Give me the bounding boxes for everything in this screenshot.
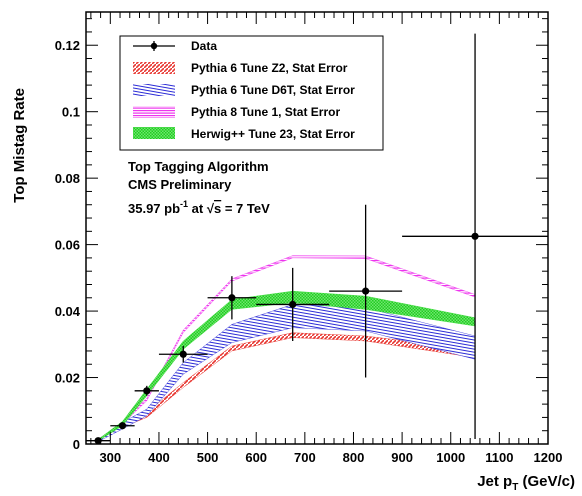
legend-swatch-d6t xyxy=(133,84,175,96)
y-tick-label: 0 xyxy=(73,437,80,452)
y-tick-label: 0.02 xyxy=(55,371,80,386)
legend-label-d6t: Pythia 6 Tune D6T, Stat Error xyxy=(191,83,355,97)
x-tick-label: 300 xyxy=(99,450,121,465)
x-axis-label-sub: T xyxy=(512,482,518,493)
data-marker xyxy=(289,300,297,309)
annotation-line1: Top Tagging Algorithm xyxy=(128,159,269,174)
y-tick-label: 0.04 xyxy=(55,304,81,319)
legend-label-pythia8: Pythia 8 Tune 1, Stat Error xyxy=(191,105,340,119)
y-tick-label: 0.08 xyxy=(55,171,80,186)
legend: Data Pythia 6 Tune Z2, Stat Error Pythia… xyxy=(119,35,384,151)
annotation-lumi-exp: -1 xyxy=(180,199,188,209)
x-tick-label: 800 xyxy=(343,450,365,465)
legend-swatch-herwig xyxy=(133,127,175,139)
legend-swatch-pythia8 xyxy=(133,106,175,118)
data-marker xyxy=(362,287,370,295)
data-point xyxy=(86,437,111,445)
plot-frame xyxy=(85,11,549,445)
data-point xyxy=(158,345,208,363)
y-axis-label: Top Mistag Rate xyxy=(11,88,28,203)
annotation-sqrt-symbol: √ xyxy=(207,201,215,216)
mc-bands xyxy=(97,255,476,443)
x-axis-label: Jet pT (GeV/c) xyxy=(477,473,575,493)
x-tick-label: 900 xyxy=(391,450,413,465)
y-tick-label: 0.12 xyxy=(55,38,80,53)
x-tick-label: 1200 xyxy=(534,450,563,465)
x-axis-label-unit: (GeV/c) xyxy=(518,473,575,490)
x-tick-label: 1000 xyxy=(436,450,465,465)
data-point xyxy=(207,276,257,320)
legend-data-marker xyxy=(150,42,158,50)
data-marker xyxy=(94,437,102,445)
data-marker xyxy=(179,350,187,358)
data-points xyxy=(86,33,548,445)
annotation-energy: = 7 TeV xyxy=(221,201,270,216)
data-marker xyxy=(118,422,127,430)
data-marker xyxy=(471,232,479,240)
data-point xyxy=(256,267,330,341)
annotation-lumi-value: 35.97 pb xyxy=(128,201,180,216)
x-axis-label-main: Jet p xyxy=(477,473,512,490)
axis-ticks xyxy=(86,12,549,445)
x-tick-label: 500 xyxy=(197,450,219,465)
x-tick-label: 1100 xyxy=(485,450,513,465)
data-point xyxy=(134,385,159,396)
legend-label-data: Data xyxy=(191,39,217,53)
annotation: Top Tagging Algorithm CMS Preliminary 35… xyxy=(128,159,270,216)
annotation-lumi-mid: at xyxy=(188,201,207,216)
x-tick-label: 600 xyxy=(245,450,267,465)
x-tick-label: 400 xyxy=(148,450,170,465)
legend-label-z2: Pythia 6 Tune Z2, Stat Error xyxy=(191,61,348,75)
band-pythia6-z2 xyxy=(97,332,476,442)
legend-swatch-z2 xyxy=(133,62,175,74)
y-tick-label: 0.06 xyxy=(55,238,80,253)
annotation-lumi: 35.97 pb-1 at √s = 7 TeV xyxy=(128,199,270,216)
x-tick-label: 700 xyxy=(294,450,316,465)
data-point xyxy=(110,422,135,430)
legend-label-herwig: Herwig++ Tune 23, Stat Error xyxy=(191,127,355,141)
y-tick-label: 0.1 xyxy=(62,105,80,120)
annotation-line2: CMS Preliminary xyxy=(128,177,232,192)
axis-tick-labels: 300 400 500 600 700 800 900 1000 1100 1200 0 0.02 0.… xyxy=(55,38,563,465)
data-point xyxy=(402,33,548,440)
data-marker xyxy=(143,387,151,395)
data-point xyxy=(329,204,403,378)
annotation-sqrt-s: s xyxy=(214,201,221,216)
data-marker xyxy=(228,294,236,302)
band-pythia6-d6t xyxy=(97,304,476,443)
